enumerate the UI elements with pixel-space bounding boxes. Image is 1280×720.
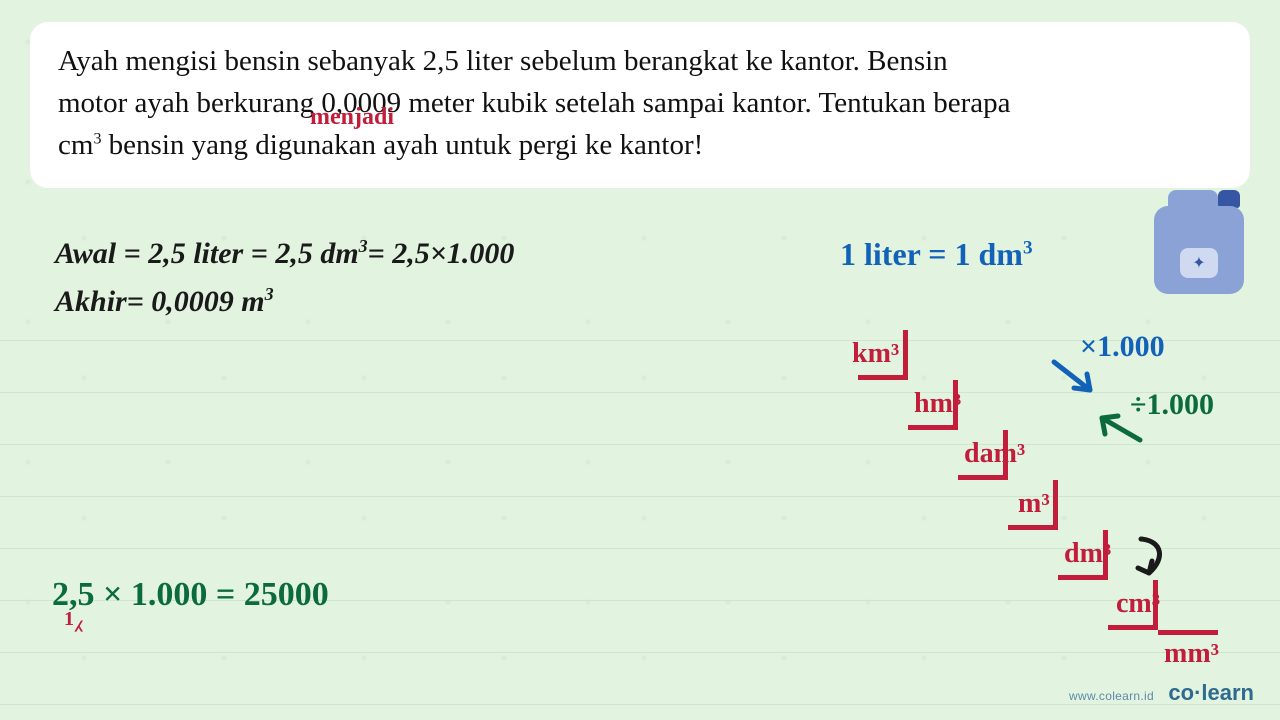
arrow-down-icon (1050, 358, 1100, 403)
problem-line3: cm3 bensin yang digunakan ayah untuk per… (58, 124, 1222, 166)
jerrycan-body: ✦ (1154, 206, 1244, 294)
akhir-sup: 3 (265, 284, 274, 304)
branding-url: www.colearn.id (1069, 689, 1154, 703)
problem-card: Ayah mengisi bensin sebanyak 2,5 liter s… (30, 22, 1250, 188)
awal-line: Awal = 2,5 liter = 2,5 dm3= 2,5×1.000 (55, 236, 514, 271)
problem-line2: motor ayah berkurang 0,0009 meter kubik … (58, 82, 1222, 124)
awal-rest: = 2,5×1.000 (368, 237, 515, 270)
stair-label-dm3: dm³ (1064, 538, 1111, 570)
arrow-dm-to-cm-icon (1135, 535, 1175, 584)
stair-step-last (1158, 630, 1218, 635)
problem-line3-prefix: cm (58, 129, 93, 161)
problem-line3-rest: bensin yang digunakan ayah untuk pergi k… (101, 129, 703, 161)
stair-label-hm3: hm³ (914, 388, 961, 420)
fact-liter: 1 liter = 1 dm3 (840, 236, 1033, 273)
stair-label-dam3: dam³ (964, 438, 1025, 470)
arrow-up-icon (1096, 412, 1146, 451)
awal-text: Awal = 2,5 liter = 2,5 dm (55, 237, 359, 270)
akhir-text: Akhir= 0,0009 m (55, 285, 265, 318)
stair-label-cm3: cm³ (1116, 588, 1160, 620)
stair-label-km3: km³ (852, 338, 899, 370)
jerrycan-window: ✦ (1180, 248, 1218, 278)
annotation-menjadi: menjadi (310, 100, 394, 135)
branding: www.colearn.id co·learn (1069, 680, 1254, 706)
calc-rest: × 1.000 = 25000 (95, 576, 329, 613)
problem-line1: Ayah mengisi bensin sebanyak 2,5 liter s… (58, 40, 1222, 82)
fact-liter-sup: 3 (1023, 237, 1033, 258)
stair-label-m3: m³ (1018, 488, 1050, 520)
jerrycan-icon: ✦ (1154, 190, 1244, 294)
calc-insert-value: 1 (64, 608, 74, 631)
awal-sup: 3 (359, 236, 368, 256)
stair-label-mm3: mm³ (1164, 638, 1219, 670)
calc-line: 2,5 × 1.000 = 25000 (52, 576, 329, 614)
fact-liter-text: 1 liter = 1 dm (840, 236, 1023, 272)
akhir-line: Akhir= 0,0009 m3 (55, 284, 274, 319)
branding-logo: co·learn (1168, 680, 1254, 705)
calc-insert-caret: ⁁ (76, 606, 82, 632)
